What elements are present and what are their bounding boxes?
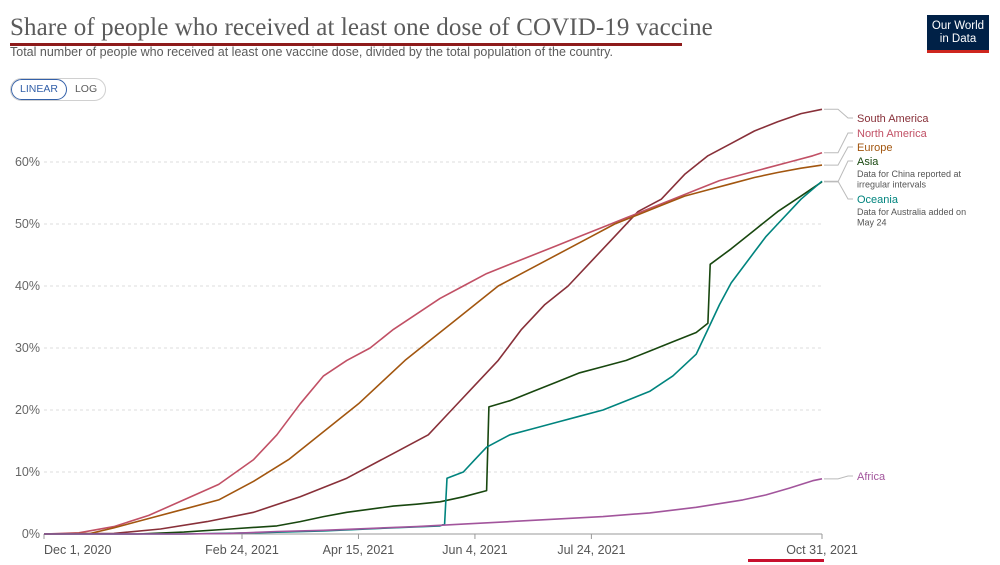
x-tick-label: Jul 24, 2021 [557,543,625,557]
legend-label-south-america: South America [857,113,929,125]
linear-scale-button[interactable]: LINEAR [11,79,67,100]
y-tick-label: 60% [15,155,40,169]
legend-connector-north-america [824,132,853,154]
series-line-oceania [44,180,823,535]
series-line-south-america [43,108,823,535]
legend-connector-oceania [824,180,853,200]
series-line-north-america [43,151,823,535]
log-scale-button[interactable]: LOG [74,83,98,95]
legend-label-oceania: Oceania [857,194,899,206]
legend-label-north-america: North America [857,128,928,140]
owid-logo[interactable]: Our World in Data [927,15,989,53]
legend-note: irregular intervals [857,180,927,190]
end-date-underline [748,559,824,562]
x-tick-label: Jun 4, 2021 [442,543,507,557]
y-tick-label: 30% [15,341,40,355]
legend-connector-south-america [824,108,853,119]
y-tick-label: 0% [22,527,40,541]
series-line-africa [44,478,823,535]
y-tick-label: 50% [15,217,40,231]
x-tick-label: Oct 31, 2021 [786,543,858,557]
legend-note: Data for China reported at [857,169,962,179]
logo-accent-bar [927,50,989,53]
x-tick-label: Apr 15, 2021 [323,543,395,557]
legend-note: Data for Australia added on [857,207,966,217]
chart-subtitle: Total number of people who received at l… [10,45,613,59]
x-tick-label: Dec 1, 2020 [44,543,111,557]
y-tick-label: 10% [15,465,40,479]
legend-label-asia: Asia [857,156,879,168]
series-line-europe [43,164,823,535]
legend-label-europe: Europe [857,142,892,154]
scale-toggle[interactable]: LINEAR LOG [10,78,107,101]
legend-label-africa: Africa [857,471,886,483]
x-tick-label: Feb 24, 2021 [205,543,279,557]
chart-title: Share of people who received at least on… [10,14,713,41]
logo-line-2: in Data [939,33,977,45]
legend-connector-europe [824,146,853,166]
logo-line-1: Our World [931,20,985,32]
series-line-asia [44,181,823,535]
y-tick-label: 20% [15,403,40,417]
legend-connector-africa [824,475,853,480]
legend-note: May 24 [857,218,887,228]
y-tick-label: 40% [15,279,40,293]
title-underline [10,43,682,46]
legend-connector-asia [824,160,853,183]
